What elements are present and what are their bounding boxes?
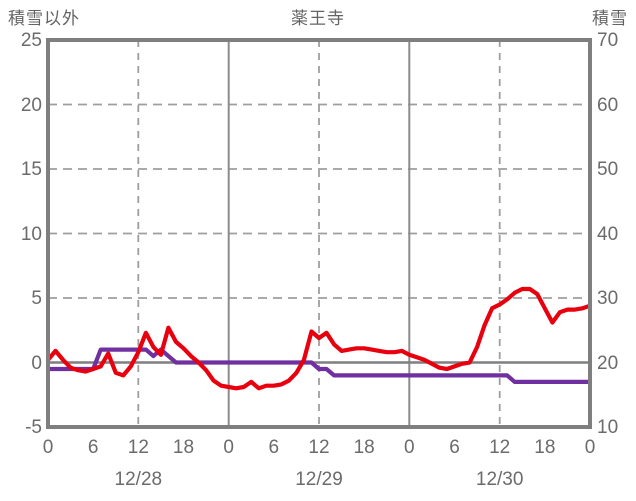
hour-tick-label: 18 [534, 437, 556, 458]
right-axis-tick-label: 60 [597, 94, 619, 116]
hour-tick-label: 12 [489, 437, 511, 458]
hour-tick-label: 6 [87, 437, 99, 458]
day-label: 12/28 [114, 469, 163, 490]
hour-tick-label: 0 [223, 437, 234, 458]
hour-tick-label: 6 [268, 437, 280, 458]
left-axis-tick-label: 20 [20, 94, 42, 116]
right-axis-title: 積雪 [592, 9, 628, 28]
hour-tick-label: 12 [127, 437, 149, 458]
left-axis-tick-label: 0 [31, 352, 42, 374]
right-axis-tick-label: 30 [597, 288, 619, 309]
left-axis-title: 積雪以外 [8, 9, 80, 28]
hour-tick-label: 12 [308, 437, 330, 458]
left-axis-tick-label: 25 [20, 30, 42, 51]
right-axis-tick-label: 50 [597, 159, 619, 180]
plot-border [46, 38, 592, 429]
left-axis-tick-label: 5 [31, 288, 42, 309]
left-axis-tick-label: 10 [20, 223, 42, 245]
hour-tick-label: 18 [353, 437, 375, 458]
right-axis-tick-label: 70 [597, 30, 619, 51]
left-axis-tick-label: -5 [25, 417, 42, 438]
hour-tick-label: 6 [449, 437, 460, 458]
hour-tick-label: 0 [42, 437, 54, 458]
right-axis-tick-label: 40 [597, 223, 619, 245]
left-axis-tick-label: 15 [20, 159, 42, 180]
series-line-other-than-snow [45, 286, 593, 391]
day-label: 12/30 [475, 469, 524, 490]
right-axis-tick-label: 10 [597, 417, 619, 438]
chart-title: 薬王寺 [291, 9, 345, 28]
hour-tick-label: 0 [404, 437, 415, 458]
right-axis-tick-label: 20 [597, 352, 619, 374]
hour-tick-label: 18 [172, 437, 195, 458]
day-label: 12/29 [295, 469, 343, 490]
hour-tick-label: 0 [584, 437, 596, 458]
